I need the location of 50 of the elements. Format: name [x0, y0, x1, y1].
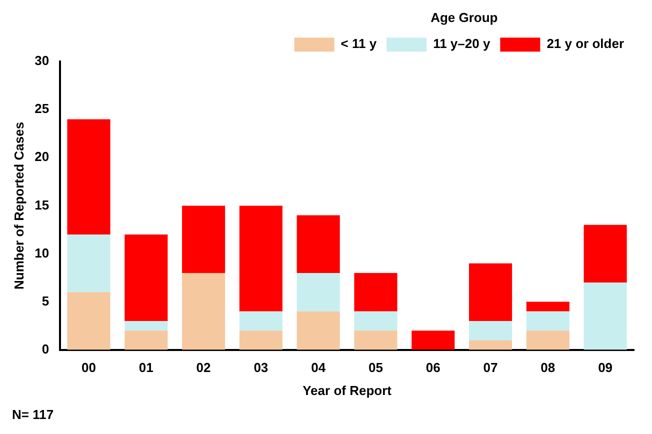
x-tick-label: 03	[254, 360, 268, 376]
x-tick-label: 04	[311, 360, 326, 376]
legend-title: Age Group	[430, 10, 498, 26]
y-tick-label: 15	[34, 197, 50, 212]
bar	[412, 330, 455, 350]
bar	[124, 320, 168, 331]
bar	[182, 272, 226, 350]
bar	[526, 330, 570, 350]
x-tick-label: 07	[483, 360, 498, 376]
bar	[182, 206, 226, 273]
bar	[584, 224, 627, 283]
y-tick-label: 10	[34, 245, 50, 260]
bar	[526, 302, 570, 312]
y-tick-label: 25	[34, 101, 50, 116]
bar	[239, 330, 282, 350]
x-tick-label: 06	[426, 360, 440, 376]
bar	[468, 340, 512, 350]
y-tick-label: 30	[34, 53, 50, 68]
bar	[124, 234, 168, 321]
bar	[354, 330, 398, 350]
bar	[526, 311, 570, 331]
y-tick-label: 20	[34, 149, 50, 164]
x-tick-label: 02	[196, 360, 211, 376]
bar	[124, 330, 168, 350]
x-tick-label: 00	[82, 360, 96, 376]
x-tick-label: 09	[598, 360, 613, 376]
y-tick-label: 5	[42, 293, 50, 308]
legend-label: 21 y or older	[546, 36, 624, 52]
bar	[239, 311, 282, 331]
legend-label: < 11 y	[340, 36, 378, 52]
bar	[354, 272, 398, 312]
bar	[296, 272, 340, 312]
x-tick-label: 05	[368, 360, 383, 376]
bar	[468, 263, 512, 321]
bar	[296, 311, 340, 350]
bar	[67, 119, 110, 235]
x-axis-title: Year of Report	[302, 382, 392, 398]
bar	[239, 206, 282, 312]
bar	[67, 292, 110, 350]
bar	[354, 311, 398, 331]
x-tick-label: 01	[138, 360, 154, 376]
bar	[468, 320, 512, 340]
bar	[67, 234, 110, 292]
bar	[584, 282, 627, 350]
text: N= 117	[12, 407, 55, 422]
legend-label: 11 y–20 y	[433, 36, 491, 52]
y-tick-label: 0	[42, 341, 50, 356]
y-axis-title: Number of Reported Cases	[11, 122, 26, 290]
x-tick-label: 08	[540, 360, 556, 376]
bar	[296, 215, 340, 273]
